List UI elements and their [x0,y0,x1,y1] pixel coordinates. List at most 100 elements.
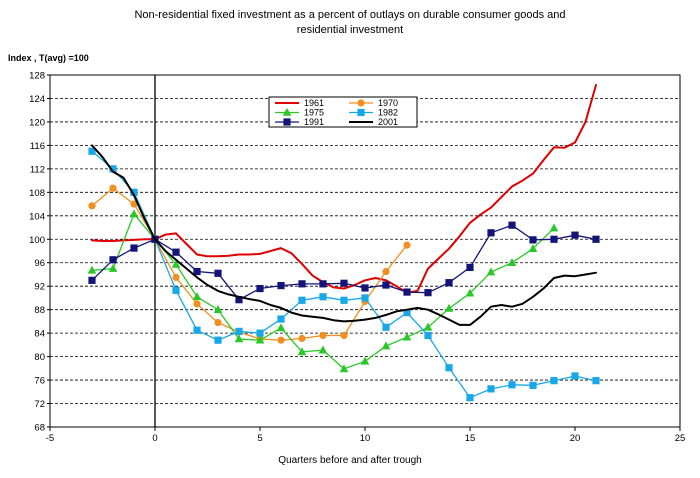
y-tick-label: 100 [29,235,45,246]
series-line-1982 [91,150,597,399]
data-point-1975 [423,322,433,331]
legend-label-2001: 2001 [378,117,398,127]
data-point-1982 [256,329,264,337]
y-tick-label: 112 [30,164,45,175]
data-point-1982 [466,394,474,402]
data-point-1970 [298,334,306,343]
data-point-1991 [193,267,201,276]
data-point-1982 [487,385,495,393]
data-point-1975 [318,345,328,354]
y-tick-label: 68 [34,423,45,434]
x-tick-label: 5 [257,433,262,444]
data-point-1970 [214,318,222,327]
data-point-1970 [403,241,411,249]
data-point-1991 [550,235,558,243]
legend-item-1982: 1982 [349,108,398,118]
legend: 1961 1970 1975 1982 1991 2001 [268,96,418,128]
data-point-1991 [571,231,579,239]
data-point-1975 [360,356,370,365]
data-point-1982 [571,372,579,380]
data-point-1991 [592,235,600,243]
data-point-1982 [214,336,222,344]
legend-item-1970: 1970 [349,98,398,108]
legend-label-1970: 1970 [378,98,398,108]
data-point-1975 [297,347,307,356]
y-tick-label: 80 [34,352,45,363]
data-point-1982 [298,296,306,304]
data-point-1991 [466,263,474,272]
y-tick-label: 124 [29,94,45,105]
data-point-1975 [213,305,223,313]
data-point-1991 [508,221,516,229]
data-point-1991 [256,284,264,293]
data-point-1982 [193,326,201,334]
data-point-1970 [382,267,390,276]
series-1982 [88,147,600,402]
data-point-1982 [88,147,96,155]
legend-label-1982: 1982 [378,108,398,118]
data-point-1982 [508,381,516,389]
series-line-1970 [91,187,408,341]
legend-label-1961: 1961 [304,98,324,108]
data-point-1991 [361,284,369,292]
data-point-1982 [277,315,285,323]
data-point-1982 [361,294,369,302]
y-tick-label: 88 [34,305,45,316]
plot-frame [49,74,681,428]
data-point-1982 [382,323,390,331]
data-point-1991 [424,289,432,297]
data-point-1975 [129,209,139,218]
data-point-1975 [255,335,265,344]
data-point-1982 [445,364,453,372]
data-point-1975 [234,334,244,343]
series-1961 [91,84,597,294]
data-point-1975 [339,364,349,373]
data-point-1991 [403,288,411,296]
series-1975 [87,209,559,373]
legend-item-2001: 2001 [349,117,398,127]
data-point-1970 [88,202,96,210]
data-point-1975 [381,341,391,350]
data-point-1991 [298,280,306,288]
legend-item-1961: 1961 [275,98,324,108]
data-point-1970 [340,331,348,340]
data-point-1970 [172,273,180,281]
x-tick-label: 0 [152,433,157,444]
legend-label-1991: 1991 [304,117,324,127]
chart-title-line2: residential investment [296,24,404,36]
data-point-1982 [235,327,243,335]
data-point-1982 [172,286,180,294]
x-tick-label: 25 [675,433,686,444]
data-point-1991 [109,256,117,264]
data-point-1975 [549,223,559,232]
data-point-1970 [277,336,285,344]
data-point-1975 [171,259,181,268]
data-point-1991 [382,281,390,289]
data-point-1982 [529,381,537,389]
data-point-1991 [88,276,96,284]
legend-marker-1991 [283,118,291,126]
data-point-1982 [550,377,558,385]
data-point-1975 [465,288,475,297]
series-lines [87,84,600,402]
x-tick-label: -5 [46,433,54,444]
legend-item-1975: 1975 [275,108,324,118]
series-2001 [91,144,597,326]
data-point-1991 [529,236,537,244]
data-point-1970 [109,184,117,192]
x-tick-label: 10 [360,433,371,444]
chart-title-line1: Non-residential fixed investment as a pe… [134,9,566,21]
y-tick-label: 84 [34,329,45,340]
data-point-1975 [108,263,118,272]
legend-marker-1970 [357,99,365,107]
data-point-1991 [130,244,138,252]
y-tick-label: 104 [29,211,45,222]
data-point-1991 [214,269,222,277]
legend-label-1975: 1975 [304,108,324,118]
data-point-1991 [487,229,495,237]
data-point-1975 [486,267,496,276]
y-tick-label: 120 [29,117,45,128]
chart-title: Non-residential fixed investment as a pe… [0,8,700,38]
axes: 6872768084889296100104108112116120124128… [29,71,685,445]
data-point-1975 [528,244,538,252]
